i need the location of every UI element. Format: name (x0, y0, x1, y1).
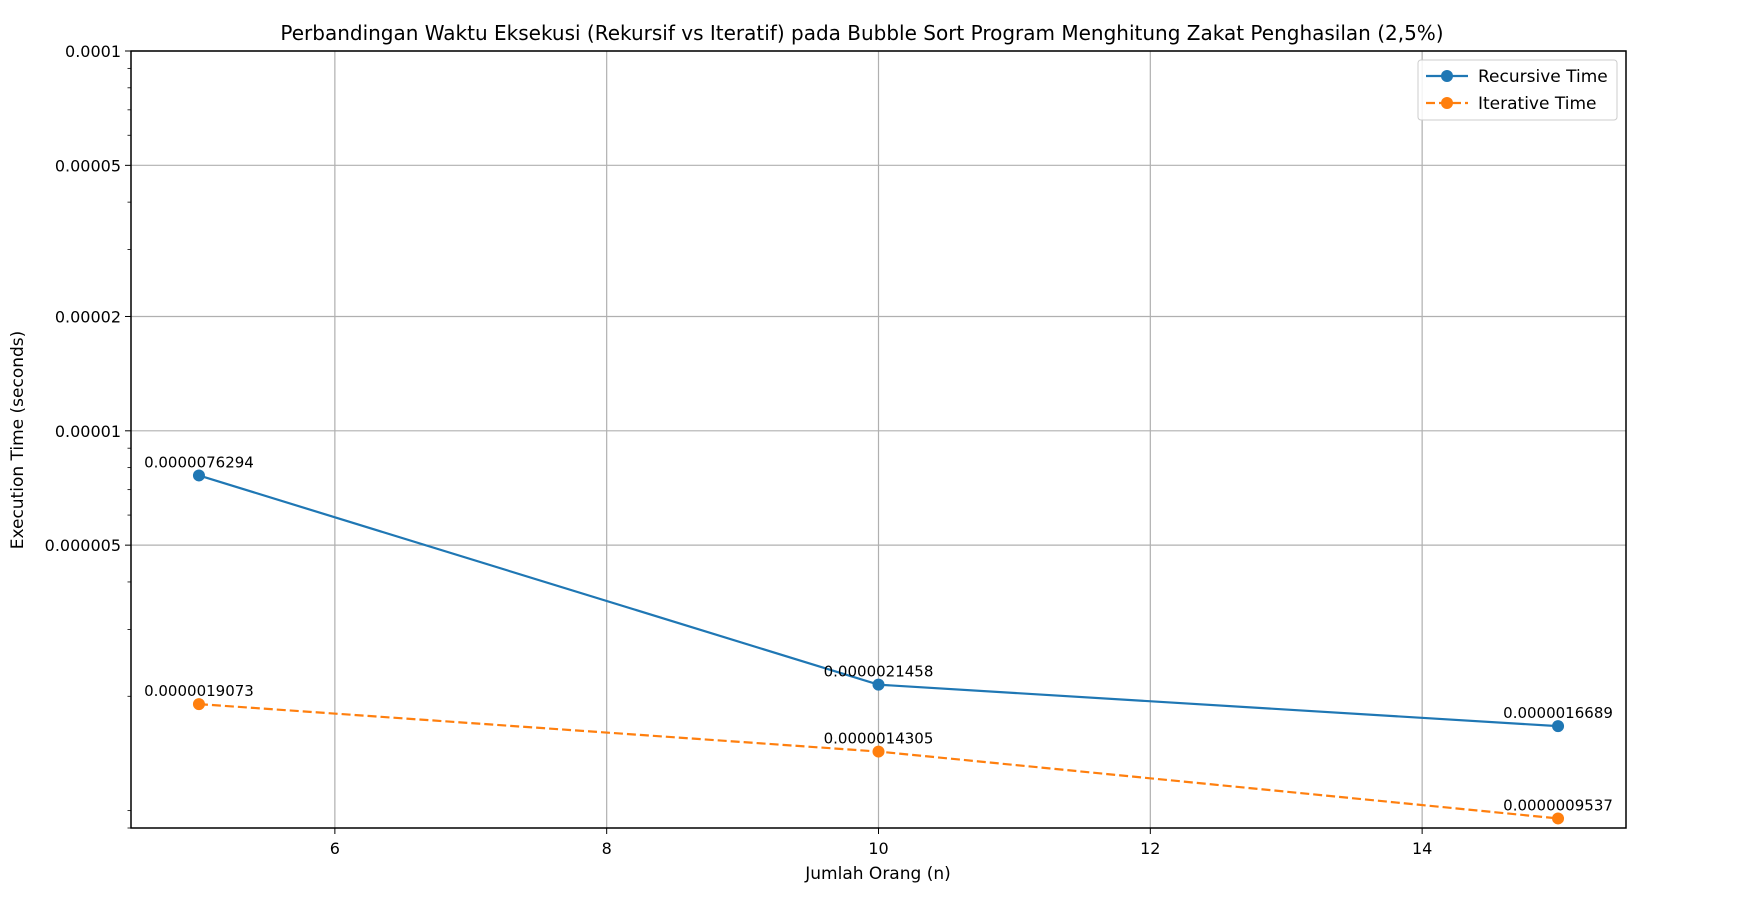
x-tick-label: 14 (1412, 839, 1432, 858)
x-tick-label: 10 (868, 839, 888, 858)
data-label: 0.0000014305 (824, 730, 934, 748)
legend-label: Iterative Time (1478, 94, 1596, 114)
y-axis-label: Execution Time (seconds) (8, 331, 28, 550)
legend-marker (1441, 70, 1453, 82)
x-axis-label: Jumlah Orang (n) (804, 864, 950, 884)
y-tick-label: 0.00005 (55, 156, 121, 175)
y-tick-label: 0.00002 (55, 307, 121, 326)
data-label: 0.0000021458 (824, 663, 934, 681)
data-point (192, 469, 205, 482)
data-label: 0.0000016689 (1503, 704, 1613, 722)
y-tick-label: 0.000005 (45, 536, 121, 555)
data-point (192, 698, 205, 711)
y-tick-label: 0.0001 (65, 42, 121, 61)
series-layer: 0.00000762940.00000214580.00000166890.00… (144, 453, 1613, 825)
series-iterative: 0.0000019073 0.0000014305 0.0000009537 (144, 682, 1613, 825)
data-label: 0.0000076294 (144, 453, 254, 471)
axes: 6 8 10 12 14 0.000005 0.00001 0.00002 0.00005 0.0… (45, 42, 1433, 858)
series-recursive: 0.0000076294 0.0000021458 0.0000016689 (144, 453, 1613, 733)
x-tick-label: 6 (330, 839, 340, 858)
legend: Recursive Time Iterative Time (1417, 59, 1618, 121)
x-tick-label: 12 (1140, 839, 1160, 858)
data-label: 0.0000009537 (1503, 796, 1613, 814)
data-label: 0.0000019073 (144, 682, 254, 700)
chart-title: Perbandingan Waktu Eksekusi (Rekursif vs… (280, 21, 1443, 45)
legend-marker (1441, 97, 1453, 109)
data-point (1552, 720, 1565, 733)
data-point (872, 678, 885, 691)
data-point (872, 745, 885, 758)
x-tick-label: 8 (602, 839, 612, 858)
legend-label: Recursive Time (1478, 67, 1608, 87)
data-point (1552, 812, 1565, 825)
grid-lines (131, 50, 1626, 828)
y-tick-label: 0.00001 (55, 422, 121, 441)
